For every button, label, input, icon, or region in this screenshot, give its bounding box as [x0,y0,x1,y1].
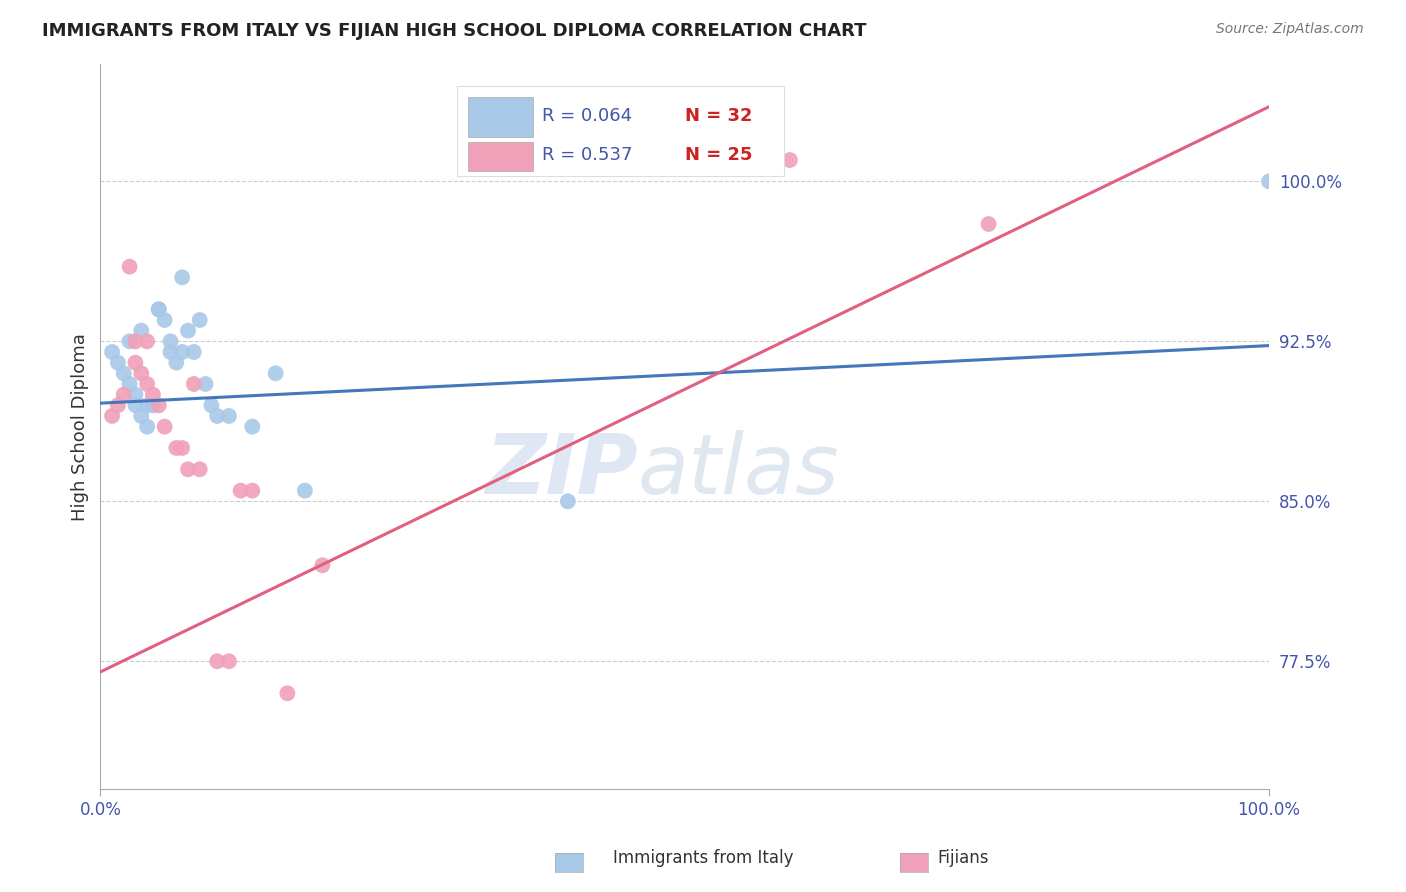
Point [124,356,146,370]
Text: R = 0.537: R = 0.537 [543,145,633,164]
Point [172,270,194,285]
Point [183,376,205,391]
Point [294,483,316,498]
Point [159,345,181,359]
Point [183,345,205,359]
Point [136,419,159,434]
Point [136,398,159,412]
FancyBboxPatch shape [457,86,785,177]
Point [124,334,146,349]
Point [136,376,159,391]
Point [205,654,228,668]
Text: N = 32: N = 32 [685,107,752,125]
Point [240,419,263,434]
Point [148,398,170,412]
Point [129,367,152,381]
Text: IMMIGRANTS FROM ITALY VS FIJIAN HIGH SCHOOL DIPLOMA CORRELATION CHART: IMMIGRANTS FROM ITALY VS FIJIAN HIGH SCH… [42,22,866,40]
Point [1258,174,1281,188]
Point [148,302,170,317]
Point [101,409,124,423]
Point [276,686,298,700]
Point [779,153,801,167]
Point [101,345,124,359]
Point [311,558,333,573]
Point [159,334,181,349]
Point [107,356,129,370]
Point [177,324,200,338]
Point [153,419,176,434]
Point [118,376,141,391]
Point [229,483,252,498]
Point [124,398,146,412]
Point [218,409,240,423]
Text: Fijians: Fijians [938,849,988,867]
Bar [468,96,533,136]
Point [112,367,135,381]
Point [264,367,287,381]
Point [142,398,165,412]
Point [148,302,170,317]
Point [977,217,1000,231]
Point [136,334,159,349]
Point [172,441,194,455]
Point [240,483,263,498]
Point [165,356,187,370]
Text: ZIP: ZIP [485,430,638,510]
Bar [468,142,533,170]
Point [200,398,222,412]
Y-axis label: High School Diploma: High School Diploma [72,333,89,521]
Point [129,324,152,338]
Point [172,345,194,359]
Point [194,376,217,391]
Point [112,387,135,401]
Point [188,462,211,476]
Point [107,398,129,412]
Point [124,387,146,401]
Text: atlas: atlas [638,430,839,510]
Point [218,654,240,668]
Text: N = 25: N = 25 [685,145,752,164]
Point [177,462,200,476]
Point [118,334,141,349]
Point [142,387,165,401]
Point [205,409,228,423]
Text: R = 0.064: R = 0.064 [543,107,633,125]
Point [188,313,211,327]
Point [153,313,176,327]
Point [165,441,187,455]
Point [129,409,152,423]
Text: Source: ZipAtlas.com: Source: ZipAtlas.com [1216,22,1364,37]
Point [118,260,141,274]
Point [557,494,579,508]
Text: Immigrants from Italy: Immigrants from Italy [613,849,793,867]
